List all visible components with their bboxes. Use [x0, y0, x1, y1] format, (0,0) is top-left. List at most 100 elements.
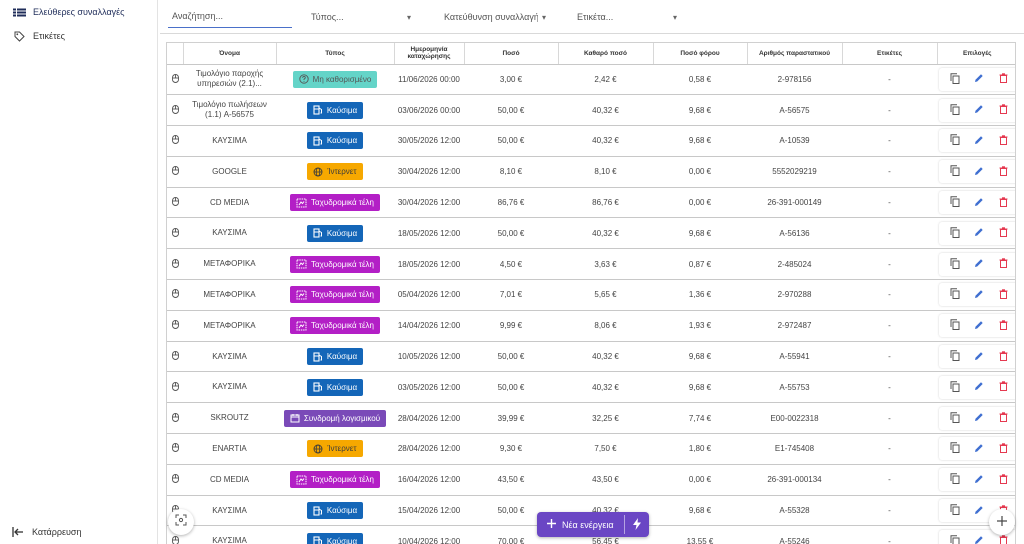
delete-button[interactable] [991, 160, 1015, 183]
copy-button[interactable] [943, 68, 967, 91]
drag-handle[interactable] [167, 341, 183, 373]
delete-button[interactable] [991, 437, 1015, 460]
type-filter-select[interactable]: Τύπος... ▾ [311, 6, 411, 28]
header-doc-number[interactable]: Αριθμός παραστατικού [747, 43, 843, 65]
direction-filter-select[interactable]: Κατεύθυνση συναλλαγής... ▾ [444, 6, 546, 28]
drag-handle[interactable] [167, 279, 183, 311]
edit-button[interactable] [967, 68, 991, 91]
edit-button[interactable] [967, 191, 991, 214]
new-action-button[interactable]: Νέα ενέργεια [537, 512, 624, 537]
drag-handle[interactable] [167, 94, 183, 127]
copy-button[interactable] [943, 283, 967, 306]
header-tax[interactable]: Ποσό φόρου [653, 43, 748, 65]
copy-button[interactable] [943, 253, 967, 276]
copy-button[interactable] [943, 160, 967, 183]
delete-button[interactable] [991, 253, 1015, 276]
tags-filter-select[interactable]: Ετικέτα... ▾ [577, 6, 677, 28]
table-row[interactable]: ΜΕΤΑΦΟΡΙΚΑ Ταχυδρομικά τέλη 14/04/2026 12:… [167, 310, 1015, 342]
sidebar-item-transactions[interactable]: Ελεύθερες συναλλαγές [0, 0, 157, 24]
delete-button[interactable] [991, 68, 1015, 91]
add-fab-button[interactable] [989, 509, 1015, 535]
focus-frame-button[interactable] [168, 509, 194, 535]
copy-button[interactable] [943, 530, 967, 544]
delete-button[interactable] [991, 376, 1015, 399]
table-row[interactable]: ΜΕΤΑΦΟΡΙΚΑ Ταχυδρομικά τέλη 05/04/2026 12:… [167, 279, 1015, 311]
copy-button[interactable] [943, 376, 967, 399]
cell-options [937, 402, 1015, 435]
edit-button[interactable] [967, 253, 991, 276]
table-row[interactable]: ΚΑΥΣΙΜΑ Καύσιμα 15/04/2026 12:00 50,00 €40,… [167, 495, 1015, 527]
table-row[interactable]: SKROUTZ Συνδρομή λογισμικού 28/04/2026 12:… [167, 402, 1015, 435]
delete-button[interactable] [991, 345, 1015, 368]
delete-button[interactable] [991, 99, 1015, 122]
header-net[interactable]: Καθαρό ποσό [558, 43, 654, 65]
copy-button[interactable] [943, 314, 967, 337]
edit-button[interactable] [967, 437, 991, 460]
table-row[interactable]: ΚΑΥΣΙΜΑ Καύσιμα 30/05/2026 12:00 50,00 €40,… [167, 125, 1015, 157]
drag-handle[interactable] [167, 156, 183, 188]
delete-button[interactable] [991, 530, 1015, 544]
copy-button[interactable] [943, 468, 967, 491]
edit-button[interactable] [967, 376, 991, 399]
delete-button[interactable] [991, 283, 1015, 306]
table-row[interactable]: GOOGLE Ίντερνετ 30/04/2026 12:00 8,10 €8,10… [167, 156, 1015, 188]
table-row[interactable]: ΚΑΥΣΙΜΑ Καύσιμα 18/05/2026 12:00 50,00 €40,… [167, 217, 1015, 250]
edit-button[interactable] [967, 345, 991, 368]
edit-button[interactable] [967, 99, 991, 122]
drag-handle[interactable] [167, 217, 183, 250]
edit-button[interactable] [967, 283, 991, 306]
table-row[interactable]: ΚΑΥΣΙΜΑ Καύσιμα 10/04/2026 12:00 70,00 €56,… [167, 525, 1015, 544]
delete-button[interactable] [991, 468, 1015, 491]
delete-button[interactable] [991, 407, 1015, 430]
drag-handle[interactable] [167, 310, 183, 342]
copy-button[interactable] [943, 345, 967, 368]
drag-handle[interactable] [167, 248, 183, 281]
delete-button[interactable] [991, 191, 1015, 214]
table-row[interactable]: ΚΑΥΣΙΜΑ Καύσιμα 03/05/2026 12:00 50,00 €40,… [167, 371, 1015, 404]
header-type[interactable]: Τύπος [276, 43, 395, 65]
edit-button[interactable] [967, 314, 991, 337]
table-row[interactable]: Τιμολόγιο πωλήσεων (1.1) A-56575 Καύσιμα 0… [167, 94, 1015, 127]
edit-button[interactable] [967, 129, 991, 152]
edit-button[interactable] [967, 530, 991, 544]
table-row[interactable]: ENARTIA Ίντερνετ 28/04/2026 12:00 9,30 €7,5… [167, 433, 1015, 465]
copy-button[interactable] [943, 407, 967, 430]
cell-tax: 9,68 € [653, 495, 747, 527]
delete-button[interactable] [991, 314, 1015, 337]
drag-handle[interactable] [167, 187, 183, 219]
copy-button[interactable] [943, 437, 967, 460]
copy-button[interactable] [943, 99, 967, 122]
edit-button[interactable] [967, 468, 991, 491]
table-row[interactable]: ΜΕΤΑΦΟΡΙΚΑ Ταχυδρομικά τέλη 18/05/2026 12:… [167, 248, 1015, 281]
edit-button[interactable] [967, 407, 991, 430]
drag-handle[interactable] [167, 371, 183, 404]
copy-button[interactable] [943, 222, 967, 245]
copy-button[interactable] [943, 499, 967, 522]
header-name[interactable]: Όνομα [183, 43, 277, 65]
collapse-sidebar-button[interactable]: Κατάρρευση [0, 520, 158, 544]
drag-handle[interactable] [167, 464, 183, 496]
table-row[interactable]: CD MEDIA Ταχυδρομικά τέλη 16/04/2026 12:00… [167, 464, 1015, 496]
delete-button[interactable] [991, 129, 1015, 152]
copy-button[interactable] [943, 129, 967, 152]
edit-button[interactable] [967, 499, 991, 522]
edit-button[interactable] [967, 222, 991, 245]
cell-net: 8,06 € [558, 310, 653, 342]
quick-action-button[interactable] [625, 512, 649, 537]
drag-handle[interactable] [167, 402, 183, 435]
header-tags[interactable]: Ετικέτες [842, 43, 938, 65]
drag-handle[interactable] [167, 125, 183, 157]
edit-button[interactable] [967, 160, 991, 183]
search-input[interactable] [172, 10, 290, 21]
table-row[interactable]: Τιμολόγιο παροχής υπηρεσιών (2.1)... Μη κ… [167, 64, 1015, 96]
delete-button[interactable] [991, 222, 1015, 245]
copy-button[interactable] [943, 191, 967, 214]
header-amount[interactable]: Ποσό [464, 43, 559, 65]
header-date[interactable]: Ημερομηνία καταχώρησης [394, 43, 465, 65]
table-row[interactable]: ΚΑΥΣΙΜΑ Καύσιμα 10/05/2026 12:00 50,00 €40,… [167, 341, 1015, 373]
trash-icon [999, 227, 1008, 239]
drag-handle[interactable] [167, 433, 183, 465]
table-row[interactable]: CD MEDIA Ταχυδρομικά τέλη 30/04/2026 12:00… [167, 187, 1015, 219]
sidebar-item-tags[interactable]: Ετικέτες [0, 24, 157, 48]
drag-handle[interactable] [167, 64, 183, 96]
